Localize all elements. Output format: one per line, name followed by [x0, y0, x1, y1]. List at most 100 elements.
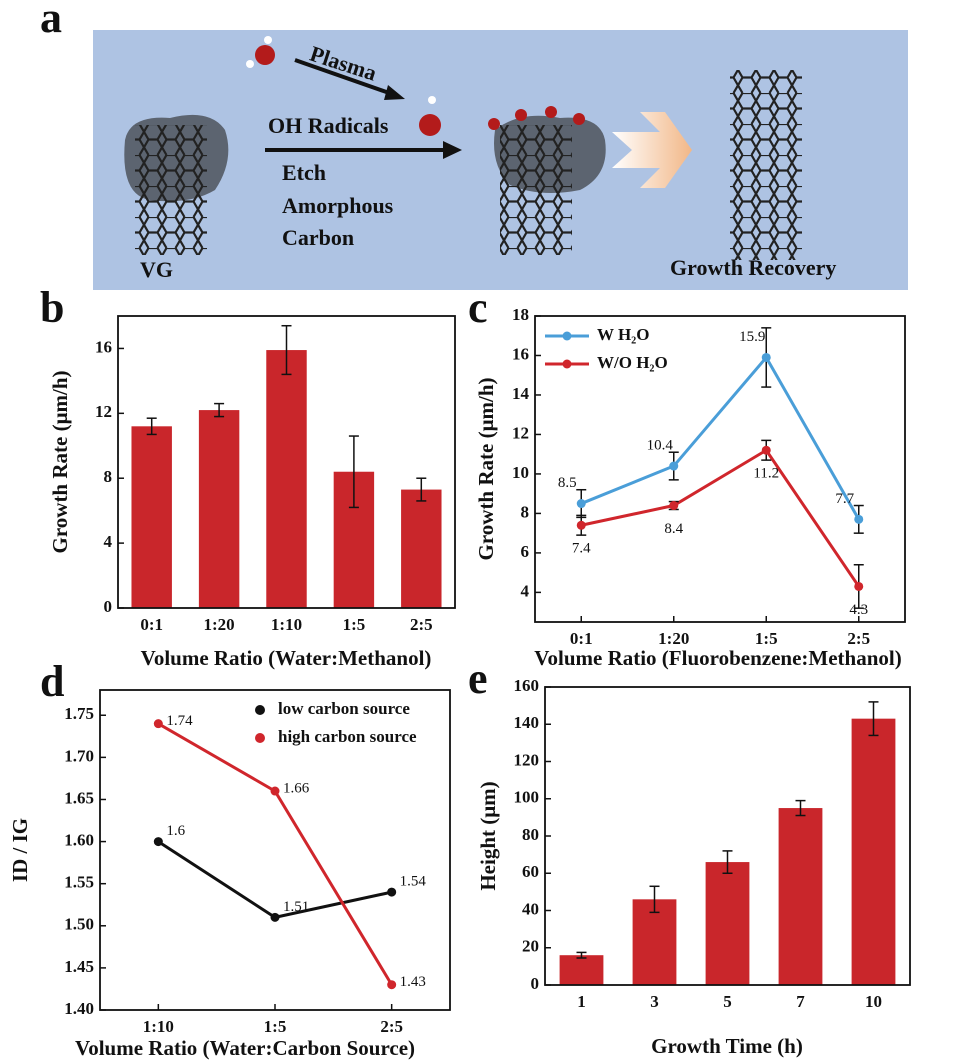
marker [854, 515, 863, 524]
molecule [488, 118, 500, 130]
data-label: 1.74 [166, 713, 193, 729]
graphene [730, 70, 802, 260]
x-tick-label: 10 [865, 992, 882, 1011]
legend-label: high carbon source [278, 727, 417, 746]
y-tick-label: 1.70 [64, 746, 94, 765]
y-tick-label: 6 [521, 542, 530, 561]
y-tick-label: 80 [522, 825, 539, 844]
x-tick-label: 5 [723, 992, 732, 1011]
x-axis-label: Volume Ratio (Fluorobenzene:Methanol) [534, 646, 901, 670]
x-tick-label: 2:5 [847, 629, 870, 648]
molecule [573, 113, 585, 125]
molecule [246, 60, 254, 68]
molecule [264, 36, 272, 44]
marker [577, 521, 586, 530]
y-tick-label: 8 [521, 502, 530, 521]
y-axis-label: Height (μm) [476, 781, 500, 890]
marker [762, 353, 771, 362]
marker [271, 787, 280, 796]
diagram-text: Growth Recovery [670, 255, 836, 280]
bar [706, 862, 750, 985]
y-tick-label: 1.75 [64, 704, 94, 723]
bar [266, 350, 306, 608]
x-axis-label: Volume Ratio (Water:Carbon Source) [75, 1036, 415, 1060]
marker [854, 582, 863, 591]
y-tick-label: 4 [521, 581, 530, 600]
data-label: 10.4 [647, 437, 674, 453]
panel-label: c [468, 283, 488, 332]
x-tick-label: 1:10 [271, 615, 302, 634]
line [581, 450, 859, 586]
y-tick-label: 40 [522, 899, 539, 918]
bar [131, 426, 171, 608]
molecule [255, 45, 275, 65]
data-label: 1.66 [283, 780, 310, 796]
diagram-text: Amorphous [282, 193, 394, 218]
x-tick-label: 1:20 [658, 629, 689, 648]
x-tick-label: 0:1 [570, 629, 593, 648]
marker [271, 913, 280, 922]
panel-label: b [40, 283, 64, 332]
data-label: 1.6 [166, 823, 185, 839]
panel-a: a Plasma OH Radicals Etch Amorphous Carb… [40, 0, 908, 290]
molecule [428, 96, 436, 104]
y-tick-label: 160 [514, 676, 540, 695]
data-label: 7.7 [835, 491, 854, 507]
molecule [419, 114, 441, 136]
data-label: 1.54 [400, 874, 427, 890]
y-tick-label: 140 [514, 713, 540, 732]
legend-label: low carbon source [278, 699, 410, 718]
x-tick-label: 7 [796, 992, 805, 1011]
bar [779, 808, 823, 985]
x-tick-label: 1:20 [204, 615, 235, 634]
marker [154, 719, 163, 728]
y-tick-label: 1.40 [64, 999, 94, 1018]
marker [762, 446, 771, 455]
legend-marker [255, 705, 265, 715]
marker [669, 462, 678, 471]
y-tick-label: 16 [512, 344, 529, 363]
x-axis-label: Growth Time (h) [651, 1034, 803, 1058]
marker [669, 501, 678, 510]
y-tick-label: 1.60 [64, 830, 94, 849]
legend-marker [563, 360, 572, 369]
data-label: 1.43 [400, 974, 426, 990]
line [158, 724, 391, 985]
y-axis-label: Growth Rate (μm/h) [48, 371, 72, 554]
diagram-text: VG [140, 257, 173, 282]
bar [199, 410, 239, 608]
graphene [500, 125, 572, 255]
x-tick-label: 1:10 [143, 1017, 174, 1036]
y-tick-label: 20 [522, 937, 539, 956]
x-tick-label: 1:5 [264, 1017, 287, 1036]
y-tick-label: 120 [514, 750, 540, 769]
x-tick-label: 0:1 [140, 615, 163, 634]
data-label: 11.2 [753, 466, 779, 482]
panel-label: e [468, 654, 488, 703]
y-tick-label: 100 [514, 788, 540, 807]
x-tick-label: 1:5 [755, 629, 778, 648]
bar [401, 490, 441, 608]
y-tick-label: 16 [95, 337, 112, 356]
y-tick-label: 18 [512, 305, 529, 324]
y-tick-label: 10 [512, 463, 529, 482]
y-tick-label: 0 [104, 597, 113, 616]
data-label: 8.4 [664, 521, 683, 537]
y-tick-label: 1.65 [64, 788, 94, 807]
y-axis-label: ID / IG [8, 818, 32, 882]
plot-frame [535, 316, 905, 622]
y-tick-label: 12 [512, 423, 529, 442]
line [581, 357, 859, 519]
panel-label: d [40, 657, 64, 706]
x-axis-label: Volume Ratio (Water:Methanol) [141, 646, 432, 670]
molecule [545, 106, 557, 118]
diagram-text: OH Radicals [268, 113, 389, 138]
y-tick-label: 14 [512, 384, 530, 403]
legend-marker [563, 332, 572, 341]
diagram-text: Carbon [282, 225, 354, 250]
x-tick-label: 2:5 [410, 615, 433, 634]
line [158, 842, 391, 918]
data-label: 1.51 [283, 899, 309, 915]
legend-marker [255, 733, 265, 743]
marker [387, 888, 396, 897]
